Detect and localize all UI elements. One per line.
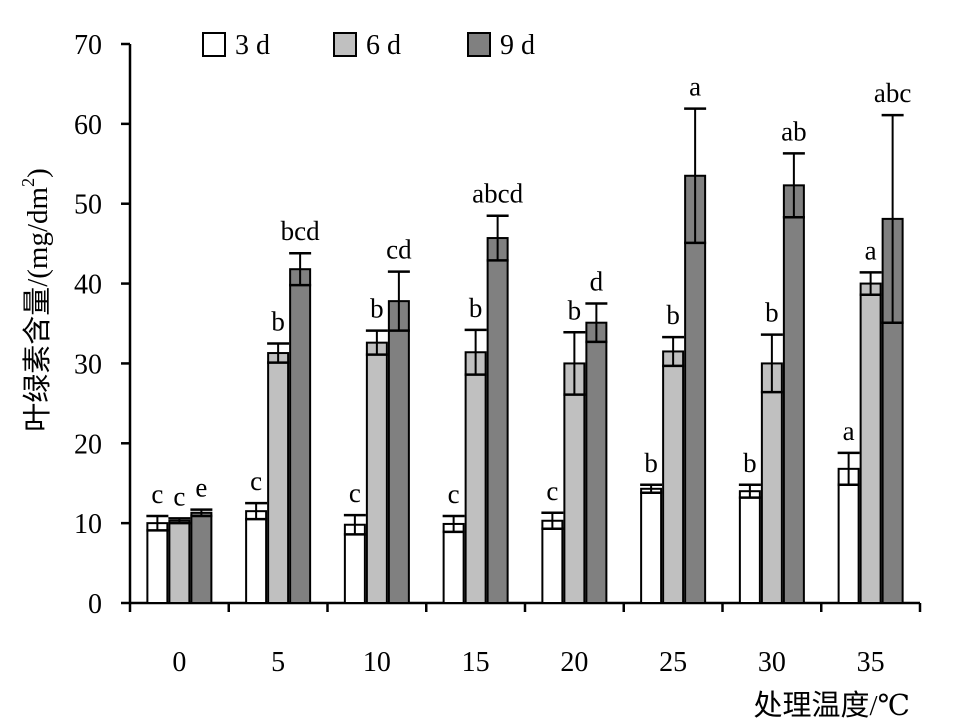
y-tick-label: 0 xyxy=(88,589,102,620)
y-tick-label: 70 xyxy=(74,30,102,61)
bar xyxy=(738,490,761,605)
bar xyxy=(486,237,509,604)
y-tick-label: 20 xyxy=(74,429,102,460)
error-bars xyxy=(146,107,904,536)
bars xyxy=(146,174,904,605)
bar xyxy=(859,282,882,604)
bar xyxy=(541,519,564,604)
significance-letter: e xyxy=(195,473,207,503)
bar xyxy=(387,300,410,604)
significance-letter: b xyxy=(765,298,779,328)
bar xyxy=(782,184,805,604)
significance-letter: c xyxy=(349,478,361,508)
y-tick-label: 10 xyxy=(74,509,102,540)
significance-letter: cd xyxy=(386,235,412,265)
bar xyxy=(168,519,191,604)
bar xyxy=(837,467,860,604)
legend-swatch xyxy=(467,32,491,57)
bar xyxy=(442,522,465,604)
significance-letter: b xyxy=(644,448,658,478)
bar xyxy=(267,352,290,604)
significance-letter: a xyxy=(689,72,701,102)
significance-letter: c xyxy=(173,481,185,511)
significance-letter: bcd xyxy=(281,216,320,246)
y-tick-label: 40 xyxy=(74,270,102,301)
bar xyxy=(662,350,685,605)
x-tick-label: 35 xyxy=(857,647,885,678)
x-tick-label: 5 xyxy=(271,647,285,678)
legend-label: 6 d xyxy=(366,30,401,61)
significance-letter: b xyxy=(568,295,582,325)
x-tick-label: 20 xyxy=(560,647,588,678)
significance-letter: c xyxy=(250,466,262,496)
bar xyxy=(365,341,388,604)
significance-letter: b xyxy=(743,448,757,478)
x-tick-label: 25 xyxy=(659,647,687,678)
bar xyxy=(146,522,169,605)
legend: 3 d 6 d 9 d xyxy=(202,30,535,61)
legend-swatch xyxy=(202,32,226,57)
legend-label: 3 d xyxy=(235,30,270,61)
x-tick-label: 0 xyxy=(172,647,186,678)
significance-letter: ab xyxy=(781,116,806,146)
bar xyxy=(245,510,268,604)
bar xyxy=(563,362,586,604)
x-axis-title: 处理温度/℃ xyxy=(754,689,911,722)
x-tick-label: 10 xyxy=(363,647,391,678)
significance-letter: c xyxy=(151,479,163,509)
bar xyxy=(190,511,213,604)
y-tick-label: 50 xyxy=(74,190,102,221)
significance-letter: a xyxy=(865,235,877,265)
y-tick-label: 60 xyxy=(74,110,102,141)
significance-letter: b xyxy=(370,294,384,324)
significance-letter: d xyxy=(590,267,604,297)
x-tick-label: 30 xyxy=(758,647,786,678)
bar xyxy=(343,523,366,604)
bar xyxy=(464,351,487,604)
significance-letter: c xyxy=(448,479,460,509)
significance-letter: b xyxy=(469,293,483,323)
x-tick-label: 15 xyxy=(462,647,490,678)
bar xyxy=(640,487,663,605)
bar xyxy=(585,321,608,604)
legend-swatch xyxy=(333,32,357,57)
significance-letter: a xyxy=(843,416,855,446)
significance-letter: c xyxy=(546,476,558,506)
y-axis-title: 叶绿素含量/(mg/dm2) xyxy=(18,168,54,432)
significance-letter: abc xyxy=(874,78,911,108)
y-tick-label: 30 xyxy=(74,349,102,380)
bar xyxy=(289,268,312,604)
legend-label: 9 d xyxy=(500,30,535,61)
significance-letter: b xyxy=(666,300,680,330)
significance-letter: b xyxy=(271,306,285,336)
significance-letter: abcd xyxy=(472,179,523,209)
bar xyxy=(760,362,783,604)
